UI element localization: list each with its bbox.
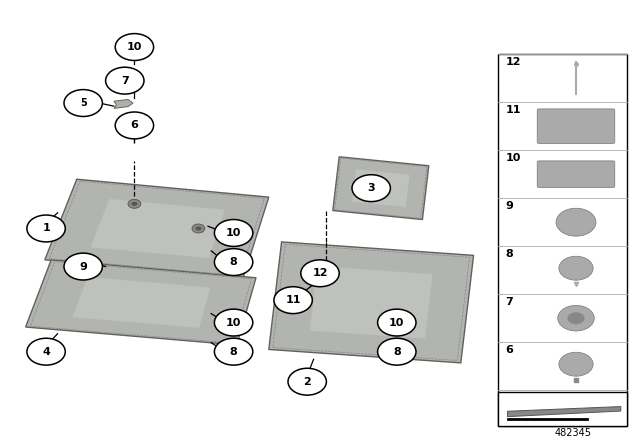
Circle shape [557,306,595,331]
FancyBboxPatch shape [537,109,615,143]
Polygon shape [114,99,133,108]
Text: 9: 9 [79,262,87,271]
Circle shape [320,269,333,278]
Circle shape [373,187,386,196]
Text: 6: 6 [506,345,513,355]
Polygon shape [508,407,621,417]
Text: 8: 8 [230,347,237,357]
Text: 3: 3 [367,183,375,193]
Circle shape [556,208,596,236]
Polygon shape [90,199,225,258]
Circle shape [568,312,584,324]
Text: 11: 11 [285,295,301,305]
Text: 482345: 482345 [554,428,591,438]
Circle shape [64,253,102,280]
Polygon shape [72,277,211,328]
Circle shape [301,260,339,287]
Text: 12: 12 [506,57,521,67]
Text: 9: 9 [506,201,513,211]
Text: 10: 10 [389,318,404,327]
Circle shape [106,67,144,94]
Polygon shape [333,157,429,220]
Circle shape [214,338,253,365]
Text: 10: 10 [506,153,521,164]
Text: 1: 1 [42,224,50,233]
Circle shape [27,215,65,242]
Circle shape [352,175,390,202]
Circle shape [559,256,593,280]
Text: 7: 7 [121,76,129,86]
Polygon shape [352,169,410,207]
Circle shape [274,287,312,314]
Circle shape [323,271,329,275]
Circle shape [192,224,205,233]
Circle shape [214,309,253,336]
Circle shape [378,338,416,365]
Circle shape [214,220,253,246]
Circle shape [128,199,141,208]
Text: 10: 10 [127,42,142,52]
Text: 8: 8 [393,347,401,357]
Text: 10: 10 [226,318,241,327]
Polygon shape [310,266,433,339]
Circle shape [378,309,416,336]
Text: 8: 8 [230,257,237,267]
Text: 2: 2 [303,377,311,387]
Text: 12: 12 [312,268,328,278]
Circle shape [376,190,383,194]
FancyBboxPatch shape [498,392,627,426]
Circle shape [115,34,154,60]
Polygon shape [269,242,474,363]
Text: 6: 6 [131,121,138,130]
Circle shape [196,227,201,230]
Circle shape [64,90,102,116]
Circle shape [288,368,326,395]
Circle shape [115,112,154,139]
Text: 10: 10 [226,228,241,238]
Text: 5: 5 [80,98,86,108]
FancyBboxPatch shape [498,54,627,426]
Circle shape [27,338,65,365]
Circle shape [132,202,138,206]
Circle shape [559,352,593,376]
Text: 8: 8 [506,250,513,259]
Polygon shape [26,260,256,345]
Text: 4: 4 [42,347,50,357]
Text: 11: 11 [506,105,521,115]
Polygon shape [45,179,269,278]
Circle shape [214,249,253,276]
FancyBboxPatch shape [537,161,615,188]
Text: 7: 7 [506,297,513,307]
